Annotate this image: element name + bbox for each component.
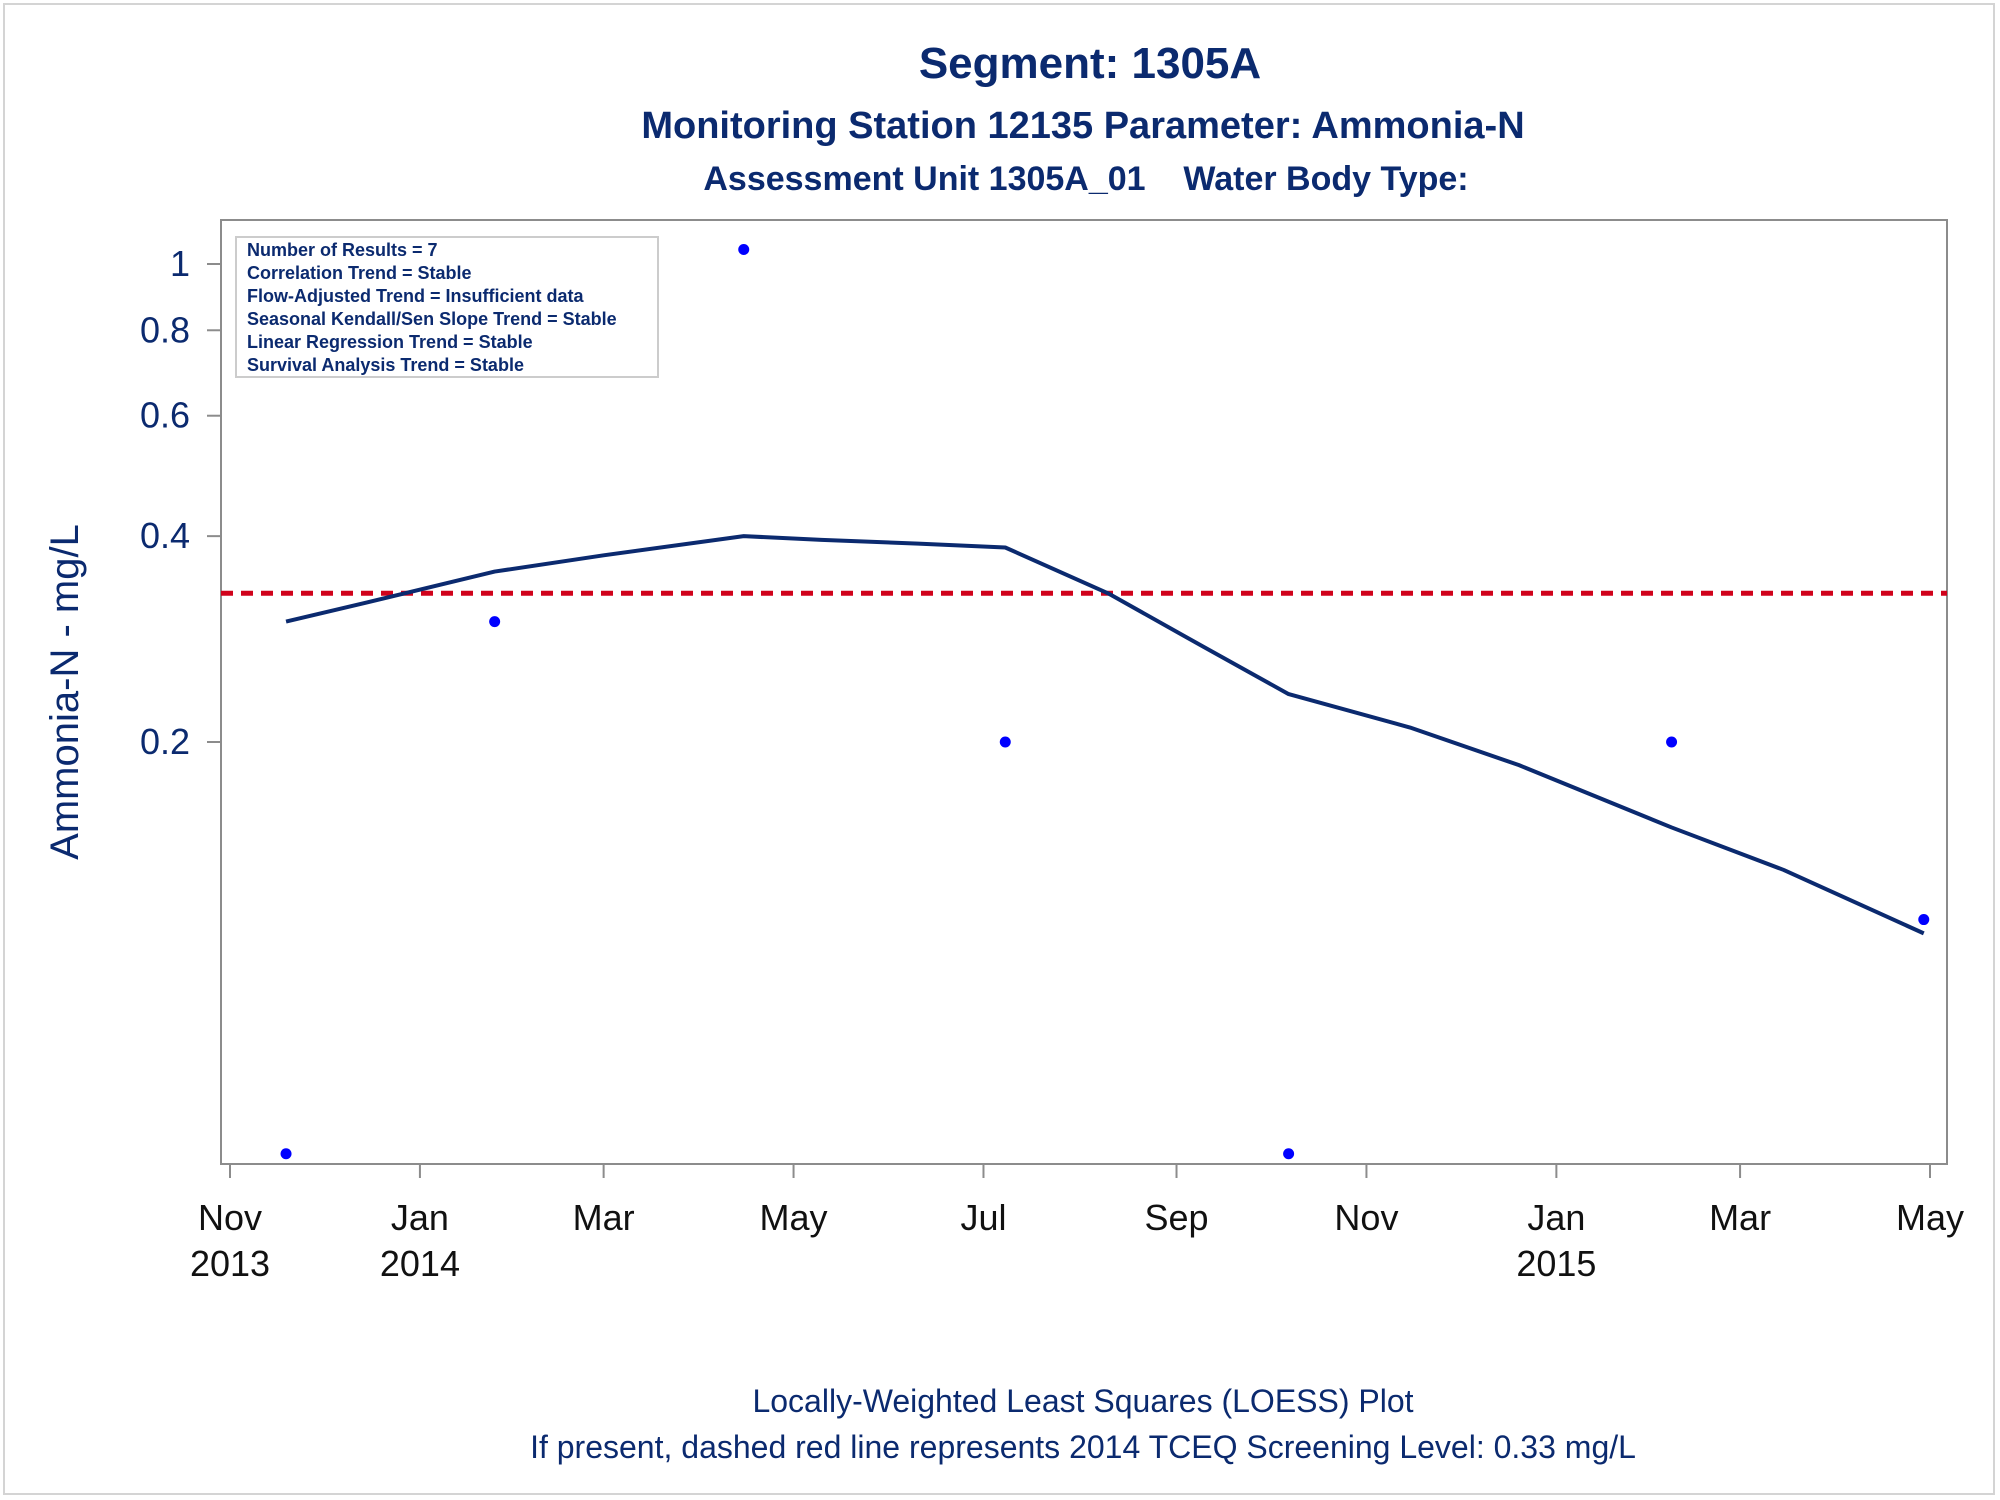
data-point: [738, 244, 750, 256]
stats-box: Number of Results = 7 Correlation Trend …: [235, 236, 659, 378]
y-axis: 0.2 0.4 0.6 0.8 1: [140, 220, 222, 1164]
data-point: [1918, 914, 1930, 926]
loess-line: [285, 534, 1925, 936]
data-point: [1283, 1148, 1295, 1160]
data-point: [1666, 736, 1678, 748]
data-point: [489, 616, 501, 628]
x-tick-label: Nov: [198, 1197, 262, 1238]
x-tick-label: Jul: [960, 1197, 1006, 1238]
chart-subtitle: Monitoring Station 12135 Parameter: Ammo…: [641, 105, 1524, 147]
x-tick-year-label: 2014: [380, 1243, 460, 1284]
x-tick-label: Mar: [1709, 1197, 1771, 1238]
x-tick-label: Nov: [1334, 1197, 1398, 1238]
chart-subtitle-2: Assessment Unit 1305A_01 Water Body Type…: [703, 160, 1468, 198]
footnote-line-2: If present, dashed red line represents 2…: [530, 1429, 1636, 1465]
data-point: [280, 1148, 292, 1160]
x-axis: Nov 2013 Jan 2014 Mar May Jul Sep Nov Jan 2015 Mar M…: [190, 1163, 1964, 1284]
stat-line: Seasonal Kendall/Sen Slope Trend = Stabl…: [247, 309, 617, 329]
loess-curve: [285, 534, 1925, 936]
y-tick-label: 0.6: [140, 395, 190, 436]
x-tick-label: Jan: [1527, 1197, 1585, 1238]
stat-line: Linear Regression Trend = Stable: [247, 332, 533, 352]
x-tick-label: Mar: [573, 1197, 635, 1238]
y-tick-label: 1: [170, 243, 190, 284]
x-tick-year-label: 2013: [190, 1243, 270, 1284]
stats-box-border: [235, 236, 659, 378]
stat-line: Correlation Trend = Stable: [247, 263, 472, 283]
y-axis-label: Ammonia-N - mg/L: [43, 524, 87, 860]
y-tick-label: 0.2: [140, 721, 190, 762]
x-tick-label: May: [1896, 1197, 1964, 1238]
footnote-line-1: Locally-Weighted Least Squares (LOESS) P…: [752, 1383, 1413, 1419]
data-points: [280, 244, 1930, 1160]
x-tick-label: Sep: [1144, 1197, 1208, 1238]
chart-title: Segment: 1305A: [919, 39, 1261, 88]
data-point: [999, 736, 1011, 748]
stat-line: Survival Analysis Trend = Stable: [247, 355, 524, 375]
y-tick-label: 0.8: [140, 309, 190, 350]
x-tick-year-label: 2015: [1516, 1243, 1596, 1284]
x-tick-label: May: [760, 1197, 828, 1238]
y-tick-label: 0.4: [140, 515, 190, 556]
x-tick-label: Jan: [391, 1197, 449, 1238]
stat-line: Number of Results = 7: [247, 240, 438, 260]
stat-line: Flow-Adjusted Trend = Insufficient data: [247, 286, 585, 306]
